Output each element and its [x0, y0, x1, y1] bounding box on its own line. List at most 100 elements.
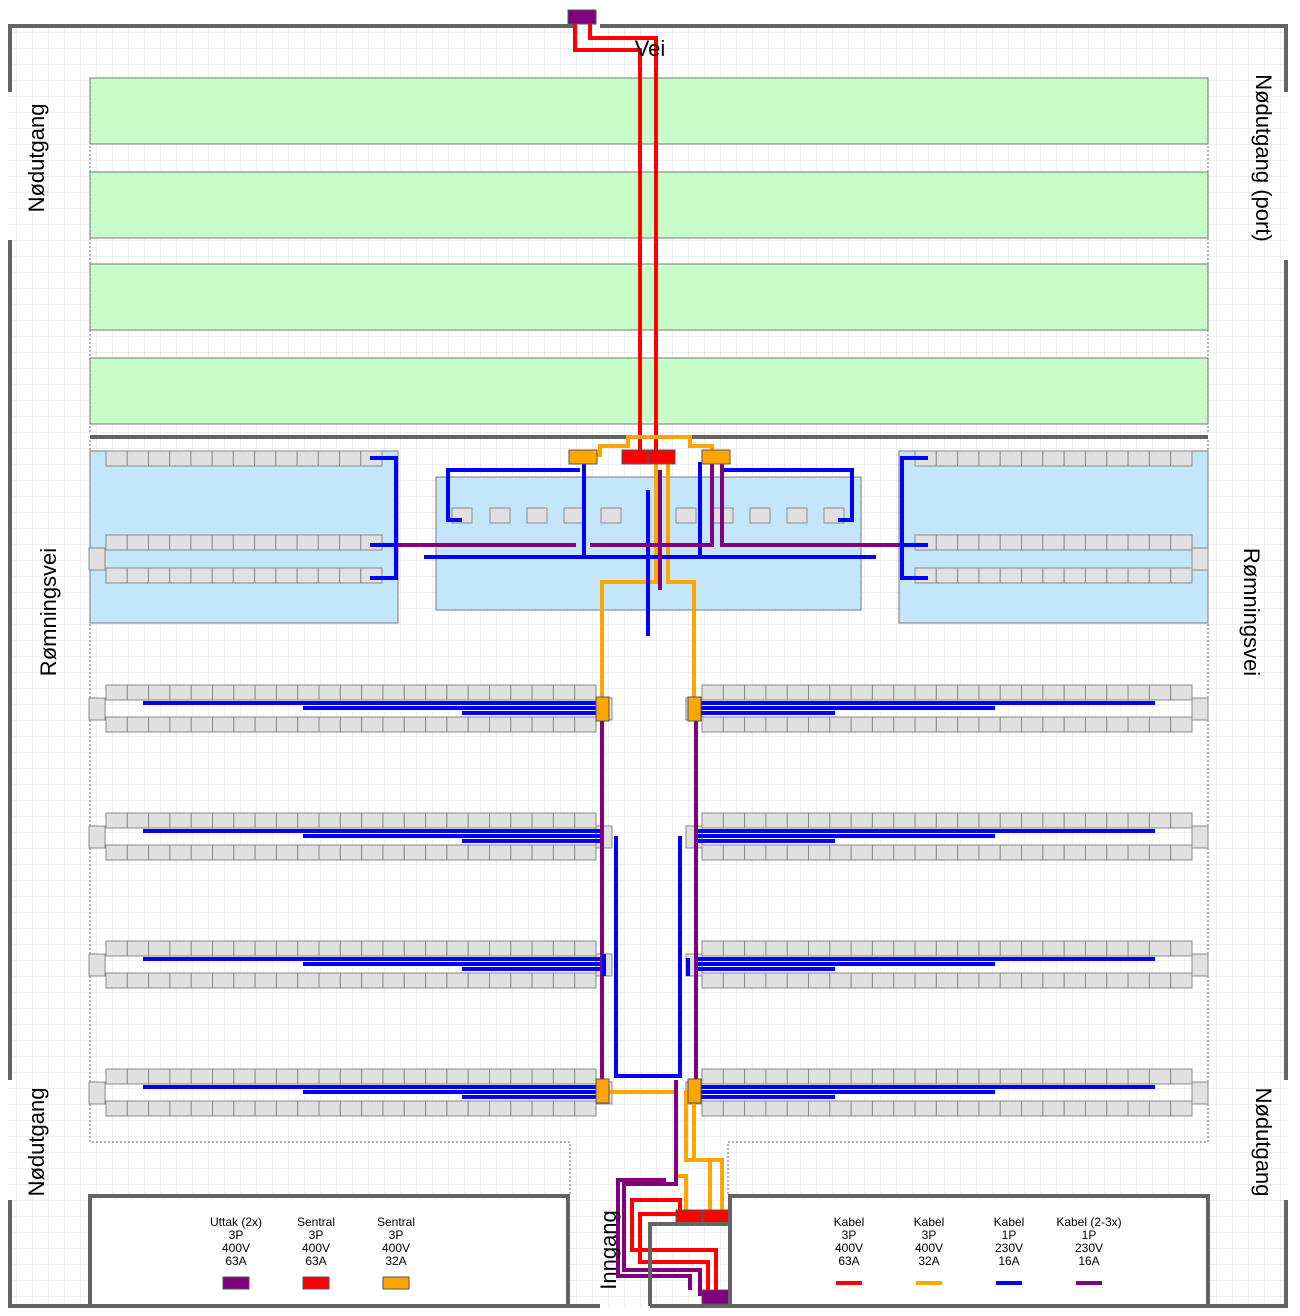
cabinet: [1021, 844, 1044, 861]
cabinet: [212, 844, 235, 861]
cabinet: [765, 940, 788, 957]
legend-text: 32A: [918, 1254, 939, 1268]
cabinet: [1084, 716, 1108, 733]
cabinet: [105, 534, 128, 551]
cabinet: [1021, 684, 1044, 701]
cabinet: [850, 972, 873, 989]
row-end-cap: [88, 825, 106, 849]
cabinet: [446, 684, 469, 701]
cabinet: [701, 684, 724, 701]
cabinet: [446, 940, 469, 957]
cabinet: [999, 844, 1023, 861]
cabinet: [297, 812, 320, 829]
cabinet: [488, 1100, 512, 1117]
cabinet: [318, 1068, 341, 1085]
cable-2-3x: [590, 462, 714, 547]
cabinet: [318, 972, 341, 989]
cabinet: [893, 812, 916, 829]
cabinet: [1021, 450, 1044, 467]
cable-63a: [630, 1198, 718, 1296]
row-end-cap: [1191, 547, 1209, 571]
cabinet: [1063, 812, 1086, 829]
cabinet: [126, 812, 150, 829]
cabinet: [744, 1100, 767, 1117]
cabinet: [1106, 1068, 1129, 1085]
cabinet: [574, 812, 597, 829]
cabinet: [1063, 716, 1086, 733]
cabinet: [488, 812, 512, 829]
cabinet: [1084, 972, 1108, 989]
cabinet: [1063, 534, 1086, 551]
cable-2-3x: [622, 1080, 702, 1296]
cabinet: [317, 450, 341, 467]
cabinet: [957, 567, 980, 584]
cabinet: [765, 844, 788, 861]
cabinet: [786, 1068, 810, 1085]
cabinet: [1042, 534, 1065, 551]
cabinet: [1042, 450, 1065, 467]
cabinet: [296, 567, 319, 584]
cabinet: [467, 940, 490, 957]
cabinet: [871, 940, 895, 957]
cabinet: [1170, 450, 1193, 467]
cabinet: [446, 716, 469, 733]
cabinet: [212, 1100, 235, 1117]
cabinet: [361, 812, 384, 829]
cabinet: [552, 684, 576, 701]
cabinet: [318, 844, 341, 861]
cabinet: [425, 684, 448, 701]
cabinet: [808, 812, 831, 829]
cabinet: [935, 844, 959, 861]
cabinet: [317, 534, 341, 551]
cabinet: [1063, 684, 1086, 701]
cabinet: [1042, 567, 1065, 584]
cabinet: [1170, 716, 1193, 733]
cabinet: [212, 812, 235, 829]
legend-text: 3P: [309, 1228, 324, 1242]
cabinet: [148, 1068, 171, 1085]
cabinet: [361, 972, 384, 989]
cabinet: [254, 716, 277, 733]
cabinet: [1042, 716, 1065, 733]
cabinet: [1148, 684, 1172, 701]
cable-16a: [614, 836, 682, 1078]
cabinet: [914, 972, 937, 989]
cabinet: [126, 1100, 150, 1117]
cabinet: [425, 844, 448, 861]
cabinet: [1127, 940, 1150, 957]
cabinet: [126, 972, 150, 989]
cabinet: [105, 1068, 128, 1085]
cabinet: [957, 972, 980, 989]
cabinet: [361, 684, 384, 701]
cabinet-rows: [88, 450, 1209, 1117]
cabinet: [190, 684, 214, 701]
cabinet: [254, 1100, 277, 1117]
cabinet: [467, 844, 490, 861]
cabinet: [361, 716, 384, 733]
cabinet: [382, 1100, 405, 1117]
cabinet: [169, 1100, 192, 1117]
cabinet: [275, 534, 298, 551]
cabinet: [403, 812, 427, 829]
cabinet: [1084, 1068, 1108, 1085]
cabinet: [425, 716, 448, 733]
cabinet: [765, 684, 788, 701]
cabinet: [148, 684, 171, 701]
cabinet: [935, 812, 959, 829]
cabinet: [744, 972, 767, 989]
cabinet: [169, 812, 192, 829]
cabinet: [233, 1100, 256, 1117]
cabinet: [999, 450, 1023, 467]
cabinet: [488, 684, 512, 701]
cabinet: [1127, 716, 1150, 733]
cabinet: [722, 940, 746, 957]
cabinet: [563, 507, 585, 524]
cabinet: [318, 812, 341, 829]
cabinet: [318, 1100, 341, 1117]
cabinet: [169, 1068, 192, 1085]
cabinet: [701, 1100, 724, 1117]
cabinet: [1084, 534, 1108, 551]
cabinet: [871, 812, 895, 829]
cabinet: [297, 844, 320, 861]
cabinet: [148, 812, 171, 829]
